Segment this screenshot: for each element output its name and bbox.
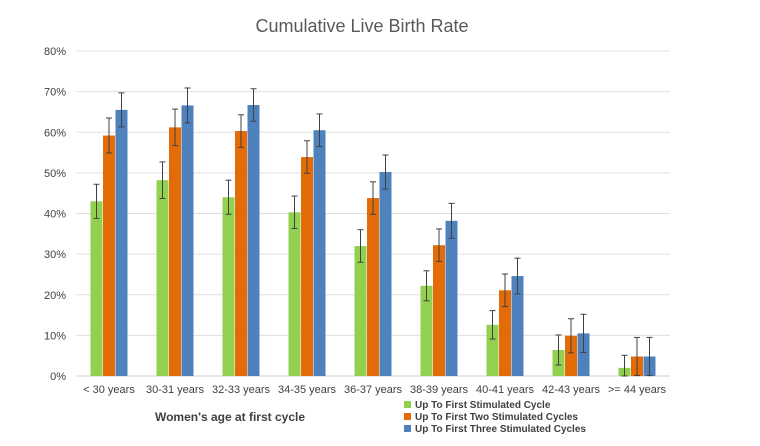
bar bbox=[288, 212, 301, 376]
bar bbox=[354, 246, 367, 376]
x-axis-label: Women's age at first cycle bbox=[155, 410, 305, 424]
bar bbox=[222, 197, 235, 376]
bar bbox=[313, 130, 326, 376]
y-tick-label: 40% bbox=[44, 209, 66, 221]
bar bbox=[445, 220, 458, 376]
bar bbox=[577, 333, 590, 376]
bars bbox=[90, 105, 656, 376]
bar bbox=[301, 157, 313, 376]
bar bbox=[103, 135, 115, 376]
chart-title: Cumulative Live Birth Rate bbox=[255, 16, 468, 36]
legend-label: Up To First Three Stimulated Cycles bbox=[415, 424, 586, 435]
legend-label: Up To First Stimulated Cycle bbox=[415, 400, 551, 411]
y-tick-label: 10% bbox=[44, 330, 66, 342]
x-tick-label: 32-33 years bbox=[212, 384, 271, 396]
legend-swatch bbox=[404, 425, 411, 432]
y-axis-ticks: 0% 10% 20% 30% 40% 50% 60% 70% 80% bbox=[44, 46, 66, 383]
x-tick-label: >= 44 years bbox=[608, 384, 667, 396]
bar bbox=[511, 276, 524, 376]
y-tick-label: 30% bbox=[44, 249, 66, 261]
y-tick-label: 20% bbox=[44, 290, 66, 302]
x-tick-label: 34-35 years bbox=[278, 384, 337, 396]
error-bars bbox=[93, 87, 653, 377]
x-tick-label: < 30 years bbox=[83, 384, 135, 396]
y-tick-label: 60% bbox=[44, 127, 66, 139]
y-tick-label: 80% bbox=[44, 46, 66, 58]
bar bbox=[115, 109, 128, 376]
bar bbox=[499, 290, 511, 376]
bar bbox=[169, 127, 181, 376]
bar bbox=[367, 198, 379, 376]
x-tick-label: 30-31 years bbox=[146, 384, 205, 396]
bar bbox=[235, 131, 247, 376]
y-tick-label: 0% bbox=[50, 371, 66, 383]
bar bbox=[90, 201, 103, 376]
bar bbox=[420, 285, 433, 376]
bar bbox=[486, 324, 499, 376]
bar bbox=[247, 105, 260, 376]
y-tick-label: 50% bbox=[44, 168, 66, 180]
legend-swatch bbox=[404, 413, 411, 420]
x-tick-label: 42-43 years bbox=[542, 384, 601, 396]
y-tick-label: 70% bbox=[44, 87, 66, 99]
bar bbox=[156, 180, 169, 376]
bar bbox=[433, 245, 445, 376]
bar bbox=[379, 172, 392, 376]
bar bbox=[181, 105, 194, 376]
legend-swatch bbox=[404, 401, 411, 408]
x-tick-label: 38-39 years bbox=[410, 384, 469, 396]
legend-label: Up To First Two Stimulated Cycles bbox=[415, 412, 578, 423]
x-tick-label: 40-41 years bbox=[476, 384, 535, 396]
x-axis-ticks: < 30 years 30-31 years 32-33 years 34-35 ye… bbox=[83, 384, 666, 396]
bar bbox=[565, 335, 577, 376]
x-tick-label: 36-37 years bbox=[344, 384, 403, 396]
